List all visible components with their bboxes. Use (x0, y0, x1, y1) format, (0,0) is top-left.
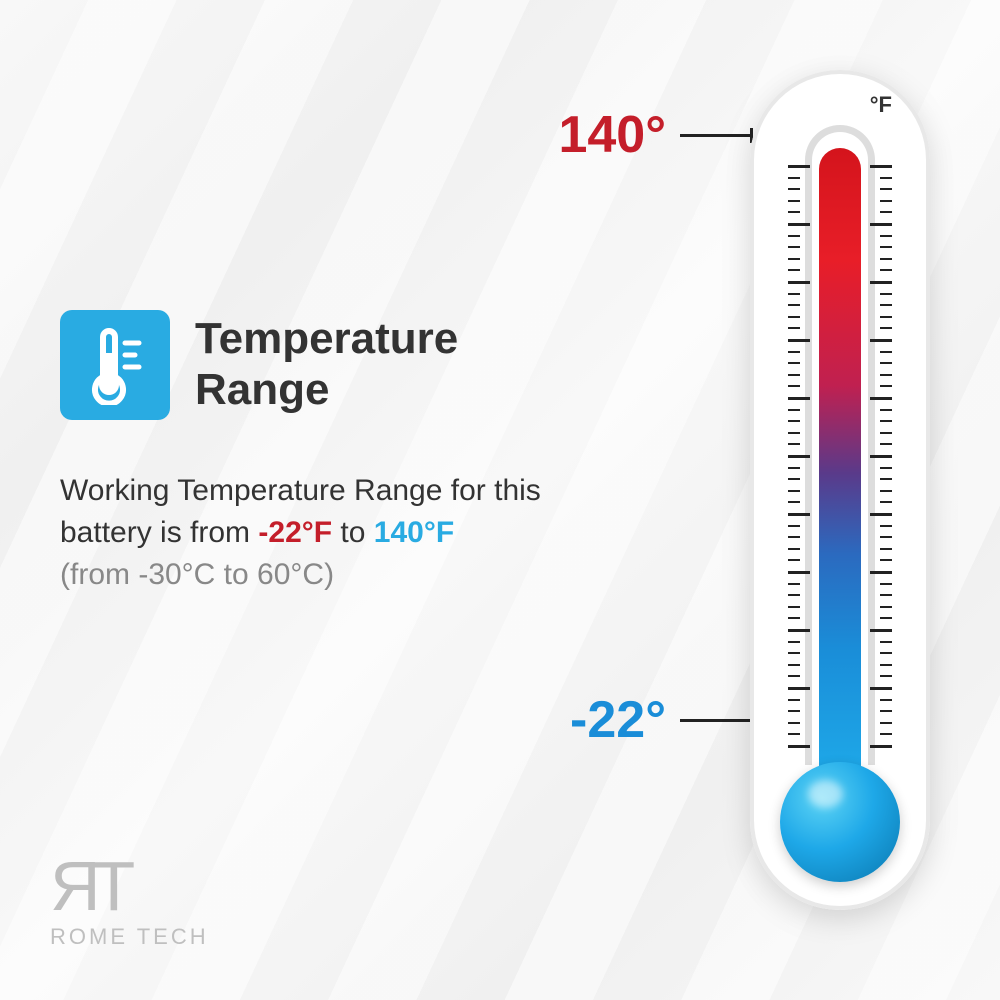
title: Temperature Range (195, 314, 458, 415)
thermometer: °F (730, 70, 950, 930)
low-temp-f: -22°F (258, 516, 332, 549)
description: Working Temperature Range for this batte… (60, 470, 560, 596)
high-callout: 140° (558, 105, 750, 165)
unit-label: °F (870, 92, 892, 118)
info-panel: Temperature Range Working Temperature Ra… (60, 310, 560, 596)
celsius-range: (from -30°C to 60°C) (60, 558, 334, 591)
thermometer-icon (60, 310, 170, 420)
tick-marks (788, 165, 892, 745)
thermometer-bulb (780, 762, 900, 882)
brand-logo: ЯT ROME TECH (50, 855, 209, 950)
low-callout: -22° (570, 690, 750, 750)
high-temp-f: 140°F (374, 516, 454, 549)
